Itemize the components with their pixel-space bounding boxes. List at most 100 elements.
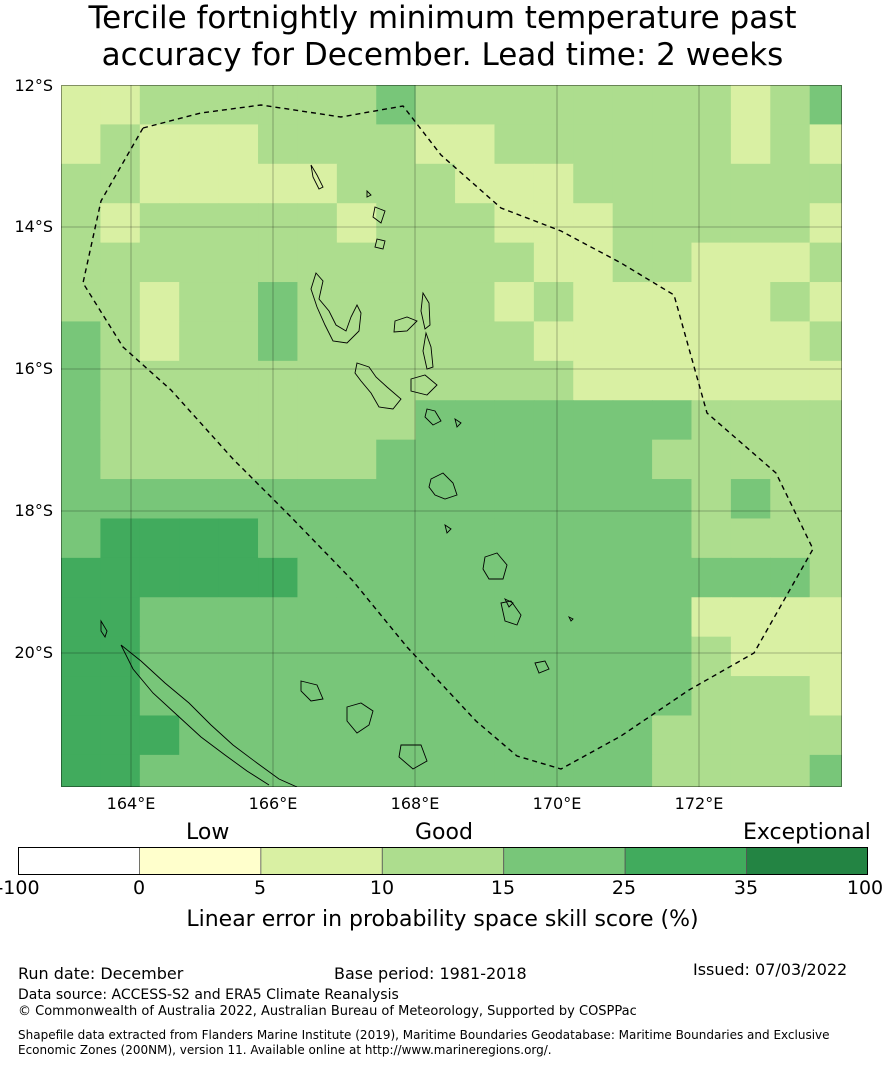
lon-label-172e: 172°E [674,794,724,813]
skill-cell [415,85,456,126]
skill-cell [770,242,811,283]
skill-cell [573,676,614,717]
skill-cell [258,321,299,362]
skill-cell [809,557,842,598]
island-loyalty-1 [300,680,324,702]
skill-cell [61,597,102,638]
skill-cell [770,85,811,126]
colorbar-tick: 100 [846,877,884,899]
skill-cell [297,479,338,520]
skill-cell [376,163,417,204]
colorbar-segment [139,847,262,875]
island-maewo [420,291,431,330]
skill-cell [218,518,259,559]
skill-cell [612,124,653,165]
skill-cell [494,163,535,204]
skill-cell [179,479,220,520]
skill-cell [494,479,535,520]
island-espiritu-santo [310,272,362,344]
skill-cell [376,400,417,441]
skill-cell [336,282,377,323]
skill-cell [612,715,653,756]
shapefile-credit-line-2: Economic Zones (200NM), version 11. Avai… [18,1043,552,1057]
skill-cell [100,400,141,441]
skill-cell [455,124,496,165]
skill-cell [297,360,338,401]
skill-cell [573,282,614,323]
skill-cell [770,282,811,323]
skill-cell [297,754,338,787]
colorbar [18,847,868,875]
skill-cell [809,203,842,244]
skill-cell [336,754,377,787]
skill-cell [258,360,299,401]
skill-cell [730,518,771,559]
skill-cell [179,85,220,126]
skill-cell [770,163,811,204]
skill-cell [533,85,574,126]
skill-cell [376,479,417,520]
colorbar-tick: 5 [253,877,267,899]
colorbar-tick: 35 [733,877,759,899]
skill-cell [218,439,259,480]
skill-cell [533,636,574,677]
island-belep [100,619,108,639]
skill-cell [61,203,102,244]
skill-cell [336,597,377,638]
skill-cell [297,85,338,126]
skill-cell [612,557,653,598]
skill-cell [573,242,614,283]
island-small-1 [372,206,386,224]
island-new-caledonia [120,644,298,787]
lon-label-168e: 168°E [390,794,440,813]
skill-cell [258,400,299,441]
skill-cell [415,360,456,401]
skill-cell [652,597,693,638]
skill-cell [691,203,732,244]
skill-cell [179,163,220,204]
skill-cell [61,754,102,787]
skill-cell [691,715,732,756]
skill-cell [258,242,299,283]
title-line-2: accuracy for December. Lead time: 2 week… [101,37,784,73]
skill-cell [494,557,535,598]
skill-cell [336,242,377,283]
skill-cell [218,124,259,165]
skill-cell [652,400,693,441]
skill-cell [61,321,102,362]
skill-cell [809,597,842,638]
skill-cell [100,242,141,283]
island-small-5 [567,615,574,622]
skill-cell [415,124,456,165]
skill-cell [179,321,220,362]
skill-cell [61,518,102,559]
skill-cell [691,360,732,401]
skill-cell [455,676,496,717]
skill-cell [376,439,417,480]
skill-cell [218,163,259,204]
skill-cell [494,360,535,401]
skill-cell [376,124,417,165]
skill-cell [336,636,377,677]
skill-cell [297,321,338,362]
skill-cell [100,124,141,165]
skill-cell [730,439,771,480]
skill-cell [573,360,614,401]
skill-cell [770,518,811,559]
skill-cell [770,715,811,756]
skill-cell [494,400,535,441]
skill-cell [100,754,141,787]
skill-cell [730,85,771,126]
skill-cell [258,85,299,126]
colorbar-frame [18,847,868,875]
skill-cell [652,282,693,323]
issued-date: Issued: 07/03/2022 [693,960,848,979]
skill-cell [652,124,693,165]
map-title: Tercile fortnightly minimum temperature … [0,0,885,74]
skill-cell [612,518,653,559]
skill-cell [376,360,417,401]
skill-cell [61,242,102,283]
skill-cell [139,321,180,362]
skill-cell [61,360,102,401]
skill-cell [770,479,811,520]
